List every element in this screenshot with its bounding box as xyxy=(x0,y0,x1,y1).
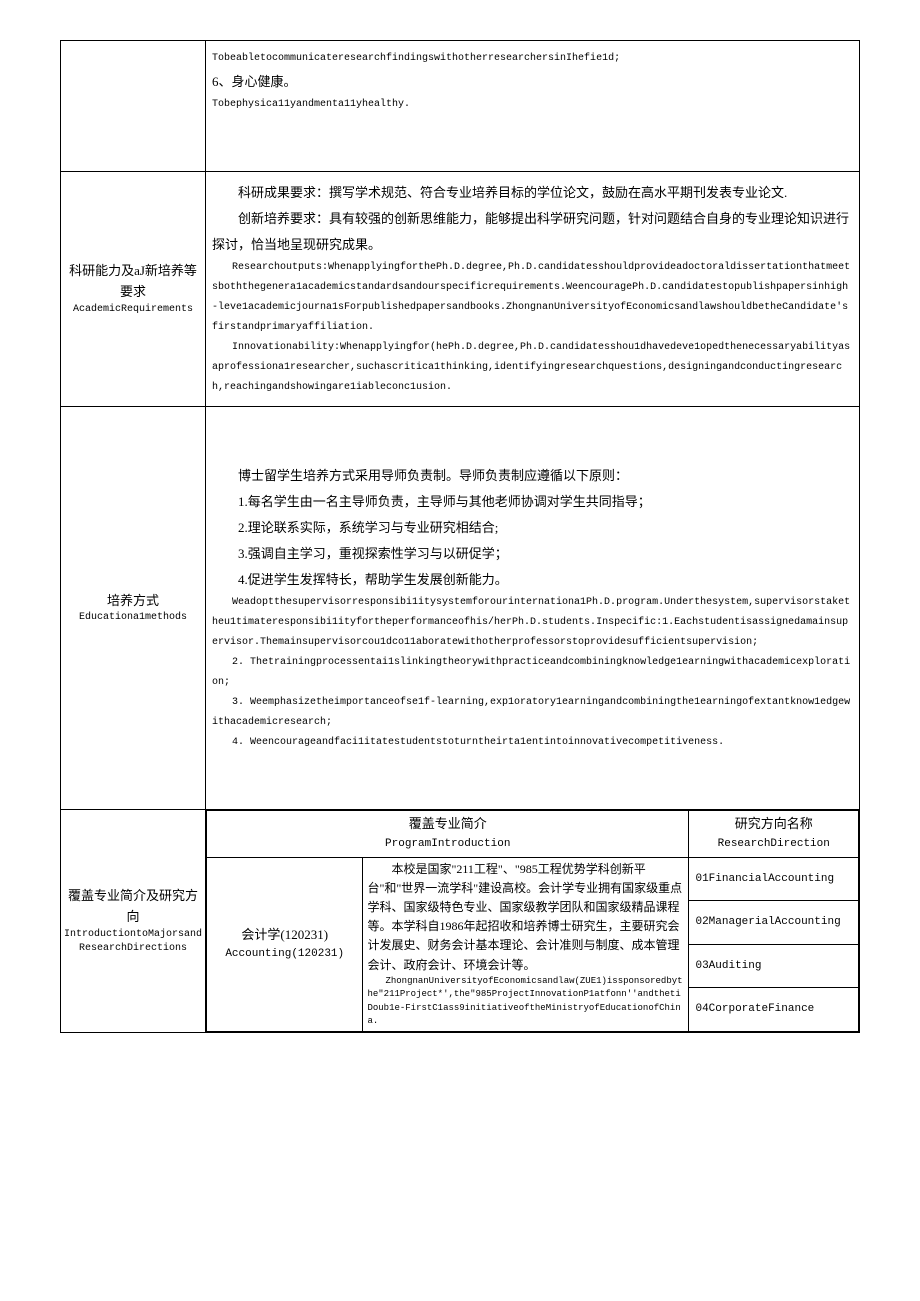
row1-en2: Tobephysica11yandmenta11yhealthy. xyxy=(212,95,853,115)
row1-label xyxy=(61,41,206,172)
subtable-row-1: 会计学(120231) Accounting(120231) 本校是国家"211… xyxy=(207,857,859,901)
prog-name-en: Accounting(120231) xyxy=(211,946,358,964)
row1-cn1: 6、身心健康。 xyxy=(212,69,853,95)
subtable-header-row: 覆盖专业简介 ProgramIntroduction 研究方向名称 Resear… xyxy=(207,811,859,858)
row4-content: 覆盖专业简介 ProgramIntroduction 研究方向名称 Resear… xyxy=(206,810,860,1033)
row1-content: Tobeabletocommunicateresearchfindingswit… xyxy=(206,41,860,172)
hdr-prog-cn: 覆盖专业简介 xyxy=(409,816,487,831)
row3-cn-3: 3.强调自主学习，重视探索性学习与以研促学； xyxy=(212,541,853,567)
hdr-dir-en: ResearchDirection xyxy=(718,838,830,850)
row3-en-2: 2. Thetrainingprocessentai1slinkingtheor… xyxy=(212,653,853,693)
row3-cn-2: 2.理论联系实际，系统学习与专业研究相结合; xyxy=(212,515,853,541)
row3-label-en: Educationa1methods xyxy=(63,611,203,625)
row4-label-cn: 覆盖专业简介及研究方向 xyxy=(68,888,198,924)
direction-4: 04CorporateFinance xyxy=(689,988,859,1032)
row-edu-methods: 培养方式 Educationa1methods 博士留学生培养方式采用导师负责制… xyxy=(61,407,860,810)
row2-label-en: AcademicRequirements xyxy=(63,303,203,317)
row3-en-intro: Weadoptthesupervisorresponsibi1itysystem… xyxy=(212,593,853,653)
program-desc-cell: 本校是国家"211工程"、"985工程优势学科创新平台"和"世界一流学科"建设高… xyxy=(363,857,689,1031)
row3-cn-1: 1.每名学生由一名主导师负责，主导师与其他老师协调对学生共同指导； xyxy=(212,489,853,515)
row3-en-3: 3. Weemphasizetheimportanceofse1f-learni… xyxy=(212,693,853,733)
main-table: Tobeabletocommunicateresearchfindingswit… xyxy=(60,40,860,1033)
row-continuation: Tobeabletocommunicateresearchfindingswit… xyxy=(61,41,860,172)
row3-cn-intro: 博士留学生培养方式采用导师负责制。导师负责制应遵循以下原则： xyxy=(212,463,853,489)
row1-en1: Tobeabletocommunicateresearchfindingswit… xyxy=(212,49,853,69)
row2-label-cn: 科研能力及aJ新培养等要求 xyxy=(69,263,197,299)
row-academic-req: 科研能力及aJ新培养等要求 AcademicRequirements 科研成果要… xyxy=(61,172,860,407)
row2-en1: Researchoutputs:WhenapplyingforthePh.D.d… xyxy=(212,258,853,338)
hdr-program: 覆盖专业简介 ProgramIntroduction xyxy=(207,811,689,858)
row3-label-cn: 培养方式 xyxy=(107,593,159,608)
row2-cn2: 创新培养要求：具有较强的创新思维能力，能够提出科学研究问题，针对问题结合自身的专… xyxy=(212,206,853,258)
row4-label: 覆盖专业简介及研究方向 IntroductiontoMajorsandResea… xyxy=(61,810,206,1033)
program-name-cell: 会计学(120231) Accounting(120231) xyxy=(207,857,363,1031)
row4-label-en: IntroductiontoMajorsandResearchDirection… xyxy=(63,928,203,956)
row2-content: 科研成果要求：撰写学术规范、符合专业培养目标的学位论文，鼓励在高水平期刊发表专业… xyxy=(206,172,860,407)
hdr-direction: 研究方向名称 ResearchDirection xyxy=(689,811,859,858)
row2-en2: Innovationability:Whenapplyingfor(hePh.D… xyxy=(212,338,853,398)
hdr-dir-cn: 研究方向名称 xyxy=(735,816,813,831)
row2-cn1: 科研成果要求：撰写学术规范、符合专业培养目标的学位论文，鼓励在高水平期刊发表专业… xyxy=(212,180,853,206)
row3-label: 培养方式 Educationa1methods xyxy=(61,407,206,810)
desc-cn: 本校是国家"211工程"、"985工程优势学科创新平台"和"世界一流学科"建设高… xyxy=(367,860,684,975)
row3-cn-4: 4.促进学生发挥特长，帮助学生发展创新能力。 xyxy=(212,567,853,593)
row3-en-4: 4. Weencourageandfaci1itatestudentstotur… xyxy=(212,733,853,753)
desc-en: ZhongnanUniversityofEconomicsandlaw(ZUE1… xyxy=(367,975,684,1029)
row2-label: 科研能力及aJ新培养等要求 AcademicRequirements xyxy=(61,172,206,407)
prog-name-cn: 会计学(120231) xyxy=(241,927,328,942)
row3-content: 博士留学生培养方式采用导师负责制。导师负责制应遵循以下原则： 1.每名学生由一名… xyxy=(206,407,860,810)
direction-2: 02ManagerialAccounting xyxy=(689,901,859,945)
row-programs: 覆盖专业简介及研究方向 IntroductiontoMajorsandResea… xyxy=(61,810,860,1033)
direction-3: 03Auditing xyxy=(689,944,859,988)
direction-1: 01FinancialAccounting xyxy=(689,857,859,901)
programs-subtable: 覆盖专业简介 ProgramIntroduction 研究方向名称 Resear… xyxy=(206,810,859,1032)
hdr-prog-en: ProgramIntroduction xyxy=(385,838,510,850)
